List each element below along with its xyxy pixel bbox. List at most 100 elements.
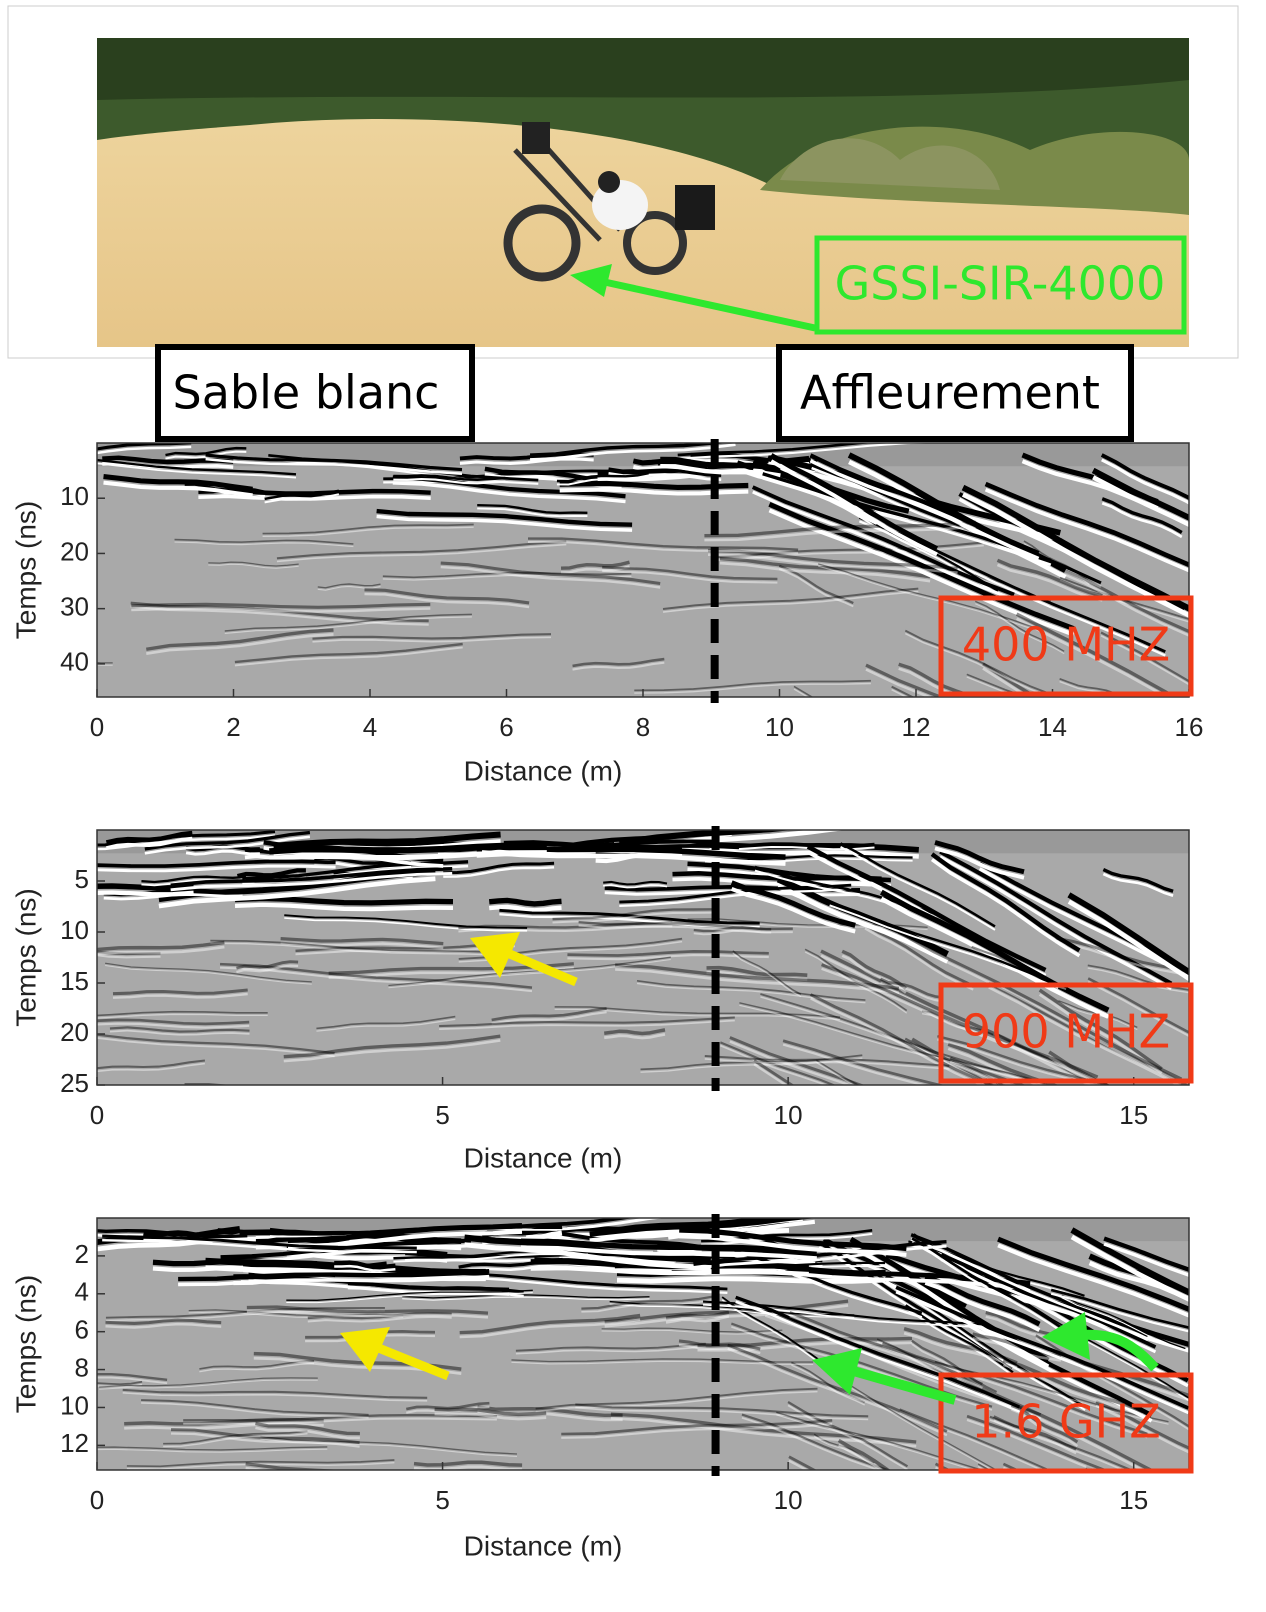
reflector xyxy=(402,1294,650,1299)
reflector xyxy=(911,1237,1071,1335)
reflector xyxy=(307,1312,452,1320)
reflector xyxy=(911,1343,998,1397)
reflector xyxy=(144,830,311,851)
x-tick-label: 8 xyxy=(636,712,650,742)
reflector xyxy=(578,920,793,931)
reflector xyxy=(1103,1236,1189,1273)
reflector xyxy=(1067,892,1189,976)
reflector xyxy=(762,476,1052,567)
reflector xyxy=(993,1415,1077,1451)
reflector xyxy=(1059,576,1189,620)
reflector xyxy=(287,1229,523,1249)
reflector xyxy=(307,1315,452,1323)
y-axis-title: Temps (ns) xyxy=(10,501,41,639)
reflector xyxy=(616,1276,886,1284)
reflector xyxy=(262,526,474,537)
reflector xyxy=(704,1058,950,1070)
reflector xyxy=(236,964,299,974)
reflector xyxy=(382,574,632,581)
x-tick-label: 0 xyxy=(90,1100,104,1130)
reflector xyxy=(210,942,500,956)
reflector xyxy=(538,1088,670,1091)
reflector xyxy=(880,896,1110,1019)
x-axis-title: Distance (m) xyxy=(464,755,623,786)
reflector xyxy=(364,592,530,609)
reflector xyxy=(124,1422,324,1430)
reflector xyxy=(735,1300,1020,1413)
reflector xyxy=(488,897,562,907)
reflector xyxy=(702,1300,984,1326)
reflector xyxy=(178,1268,490,1282)
y-tick-label: 10 xyxy=(60,1390,89,1420)
reflector xyxy=(578,924,793,934)
photo-label: GSSI-SIR-4000 xyxy=(835,257,1166,311)
reflector xyxy=(1002,1462,1020,1470)
reflector xyxy=(910,1237,1149,1342)
x-tick-label: 6 xyxy=(499,712,513,742)
reflector xyxy=(989,1415,1134,1470)
arrow-head xyxy=(570,264,612,297)
reflector xyxy=(1061,1294,1186,1350)
reflector xyxy=(1059,680,1119,697)
reflector xyxy=(188,1311,404,1319)
reflector xyxy=(972,1336,1062,1362)
reflector xyxy=(880,981,944,1003)
reflector xyxy=(105,1322,222,1329)
reflector xyxy=(376,514,633,532)
reflector xyxy=(730,880,856,928)
reflector xyxy=(751,485,1015,597)
reflector xyxy=(956,1378,1146,1470)
reflector xyxy=(1011,1408,1079,1448)
reflector xyxy=(97,1018,250,1026)
plot-frame xyxy=(96,829,1190,1086)
reflector xyxy=(634,682,871,694)
reflector xyxy=(636,982,866,1004)
reflector xyxy=(105,830,193,845)
reflector xyxy=(383,1472,486,1475)
reflector xyxy=(1070,1234,1189,1302)
reflector xyxy=(316,1018,456,1032)
reflector xyxy=(260,1435,518,1455)
reflector xyxy=(97,945,225,956)
reflector xyxy=(839,842,996,928)
reflector xyxy=(499,913,760,929)
reflector xyxy=(882,1345,1148,1439)
reflector xyxy=(141,1399,369,1416)
reflector xyxy=(439,1019,735,1030)
reflector xyxy=(105,965,312,985)
reflector xyxy=(459,1318,641,1339)
reflector xyxy=(554,1006,841,1018)
reflector xyxy=(1101,497,1183,534)
reflector xyxy=(1087,977,1189,1034)
reflector xyxy=(255,1426,360,1440)
reflector xyxy=(141,875,247,884)
reflector xyxy=(440,561,661,586)
reflector xyxy=(734,1249,923,1315)
reflector xyxy=(934,1361,1169,1423)
reflector xyxy=(729,1040,853,1085)
reflector xyxy=(895,1285,1189,1410)
reflector xyxy=(283,1039,501,1063)
reflector xyxy=(481,850,786,866)
reflector xyxy=(793,688,809,697)
reflector xyxy=(219,966,533,993)
reflector xyxy=(898,662,978,697)
reflector xyxy=(174,538,354,545)
reflector xyxy=(527,537,799,551)
reflector xyxy=(520,1238,817,1255)
reflector xyxy=(109,1029,250,1036)
reflector xyxy=(459,452,594,461)
reflector xyxy=(660,456,781,472)
reflector xyxy=(260,1438,518,1457)
reflector xyxy=(402,1296,650,1301)
reflector xyxy=(679,1234,907,1257)
reflector xyxy=(806,844,1047,973)
reflector xyxy=(984,487,1189,573)
reflector xyxy=(1100,634,1189,686)
reflector xyxy=(262,523,474,535)
y-tick-label: 40 xyxy=(60,647,89,677)
reflector xyxy=(280,941,444,950)
reflector xyxy=(937,1035,1112,1085)
reflector xyxy=(988,986,1181,1085)
label-box xyxy=(938,1372,1194,1474)
